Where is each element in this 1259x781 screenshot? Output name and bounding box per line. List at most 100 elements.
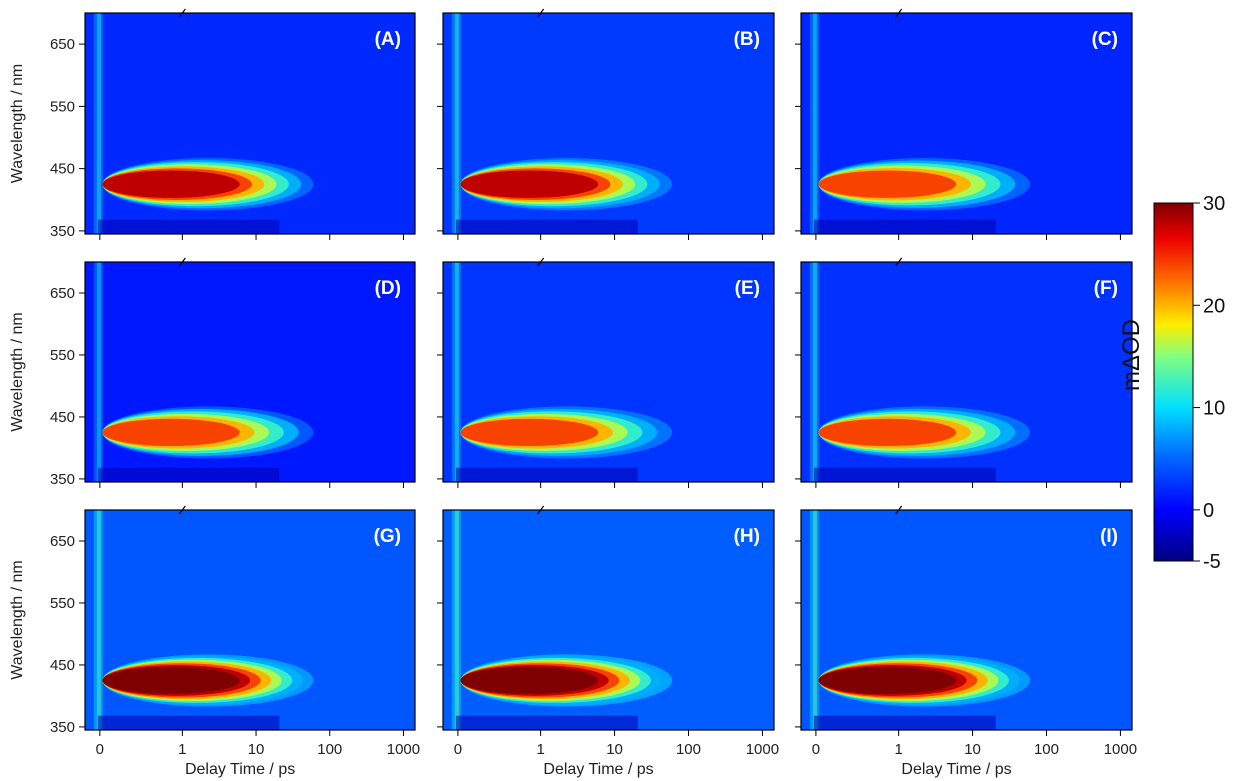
y-tick-label: 550 bbox=[50, 595, 75, 612]
colorbar-bar bbox=[1153, 202, 1194, 562]
heatmap-surface bbox=[85, 510, 415, 730]
y-axis-title: Wavelength / nm bbox=[9, 312, 26, 431]
x-tick-label: 0 bbox=[454, 741, 462, 758]
y-tick-label: 350 bbox=[50, 471, 75, 488]
time-zero-streak-core bbox=[96, 510, 101, 730]
esa-contour bbox=[460, 418, 599, 447]
panel-label: (H) bbox=[734, 526, 760, 547]
bleach-band bbox=[97, 715, 280, 730]
esa-contour bbox=[102, 666, 240, 695]
panel-label: (B) bbox=[734, 29, 760, 50]
x-tick-label: 100 bbox=[676, 741, 701, 758]
panels-group: 350 450 550 650 Wavelength / nm (A) (B) (C) 350 4… bbox=[9, 8, 1137, 778]
heatmap-surface bbox=[85, 13, 415, 234]
plot-frame bbox=[442, 12, 775, 235]
axis-break-mark bbox=[895, 505, 903, 515]
x-tick-label: 100 bbox=[317, 741, 342, 758]
plot-frame bbox=[84, 509, 416, 731]
esa-contour bbox=[460, 170, 599, 198]
heatmap-surface bbox=[801, 262, 1132, 482]
x-axis-title: Delay Time / ps bbox=[185, 761, 295, 778]
esa-contour bbox=[460, 666, 599, 695]
x-tick-label: 10 bbox=[248, 741, 265, 758]
axis-break-mark bbox=[178, 8, 186, 18]
bleach-band bbox=[813, 715, 996, 730]
plot-frame bbox=[84, 261, 416, 483]
x-tick-label: 1 bbox=[536, 741, 544, 758]
esa-contour bbox=[818, 170, 957, 198]
y-tick-label: 550 bbox=[50, 98, 75, 115]
heatmap-surface bbox=[801, 510, 1132, 730]
heatmap-surface bbox=[801, 13, 1132, 234]
panel-label: (C) bbox=[1092, 29, 1118, 50]
y-tick-label: 450 bbox=[50, 161, 75, 178]
axis-break-mark bbox=[537, 8, 545, 18]
axis-break-mark bbox=[537, 505, 545, 515]
bleach-band bbox=[455, 219, 638, 234]
y-tick-label: 650 bbox=[50, 533, 75, 550]
x-tick-label: 10 bbox=[964, 741, 981, 758]
esa-contour bbox=[102, 170, 240, 198]
panel-label: (A) bbox=[375, 29, 401, 50]
axis-break-mark bbox=[895, 8, 903, 18]
panel-g: 0 1 10 100 1000 350 450 550 650 Wavelength / nm De… bbox=[9, 505, 420, 778]
esa-contour bbox=[818, 666, 957, 695]
bleach-band bbox=[97, 219, 280, 234]
plot-frame bbox=[442, 261, 775, 483]
plot-frame bbox=[800, 261, 1133, 483]
colorbar-title: mΔOD bbox=[1118, 319, 1145, 391]
bleach-band bbox=[813, 467, 996, 482]
colorbar-tick-label: 20 bbox=[1203, 295, 1225, 317]
panel-label: (E) bbox=[735, 278, 760, 299]
axis-break-mark bbox=[178, 505, 186, 515]
time-zero-streak-core bbox=[812, 262, 817, 482]
bleach-band bbox=[455, 467, 638, 482]
y-tick-label: 450 bbox=[50, 409, 75, 426]
x-axis-title: Delay Time / ps bbox=[901, 761, 1011, 778]
y-tick-label: 650 bbox=[50, 36, 75, 53]
bleach-band bbox=[455, 715, 638, 730]
bleach-band bbox=[97, 467, 280, 482]
colorbar-tick-label: -5 bbox=[1203, 551, 1221, 573]
panel-i: 0 1 10 100 1000 Delay Time / ps (I) bbox=[795, 505, 1137, 778]
y-tick-label: 350 bbox=[50, 223, 75, 240]
axis-break-mark bbox=[895, 257, 903, 267]
heatmap-surface bbox=[85, 262, 415, 482]
x-tick-label: 1 bbox=[178, 741, 186, 758]
plot-frame bbox=[800, 12, 1133, 235]
panel-label: (F) bbox=[1094, 278, 1118, 299]
x-tick-label: 0 bbox=[96, 741, 104, 758]
x-tick-label: 1000 bbox=[387, 741, 420, 758]
colorbar-ticks: 30 20 10 0 -5 bbox=[1193, 193, 1225, 573]
time-zero-streak-core bbox=[812, 510, 817, 730]
plot-frame bbox=[442, 509, 775, 731]
x-tick-label: 10 bbox=[606, 741, 623, 758]
colorbar-tick-label: 10 bbox=[1203, 398, 1225, 420]
panel-label: (I) bbox=[1100, 526, 1118, 547]
panel-e: (E) bbox=[437, 257, 775, 488]
heatmap-surface bbox=[443, 13, 774, 234]
time-zero-streak-core bbox=[454, 262, 459, 482]
time-zero-streak-core bbox=[96, 13, 101, 234]
esa-contour bbox=[818, 418, 957, 447]
x-tick-label: 1000 bbox=[746, 741, 779, 758]
y-tick-label: 650 bbox=[50, 285, 75, 302]
panel-a: 350 450 550 650 Wavelength / nm (A) bbox=[9, 8, 416, 240]
y-axis-title: Wavelength / nm bbox=[9, 560, 26, 679]
heatmap-surface bbox=[443, 262, 774, 482]
axis-break-mark bbox=[178, 257, 186, 267]
y-tick-label: 450 bbox=[50, 657, 75, 674]
panel-d: 350 450 550 650 Wavelength / nm (D) bbox=[9, 257, 416, 488]
x-tick-label: 1 bbox=[894, 741, 902, 758]
plot-frame bbox=[84, 12, 416, 235]
panel-c: (C) bbox=[795, 8, 1133, 240]
y-tick-label: 350 bbox=[50, 719, 75, 736]
bleach-band bbox=[813, 219, 996, 234]
time-zero-streak-core bbox=[812, 13, 817, 234]
time-zero-streak-core bbox=[96, 262, 101, 482]
plot-frame bbox=[800, 509, 1133, 731]
x-axis-title: Delay Time / ps bbox=[543, 761, 653, 778]
panel-label: (G) bbox=[374, 526, 401, 547]
panel-h: 0 1 10 100 1000 Delay Time / ps (H) bbox=[437, 505, 779, 778]
